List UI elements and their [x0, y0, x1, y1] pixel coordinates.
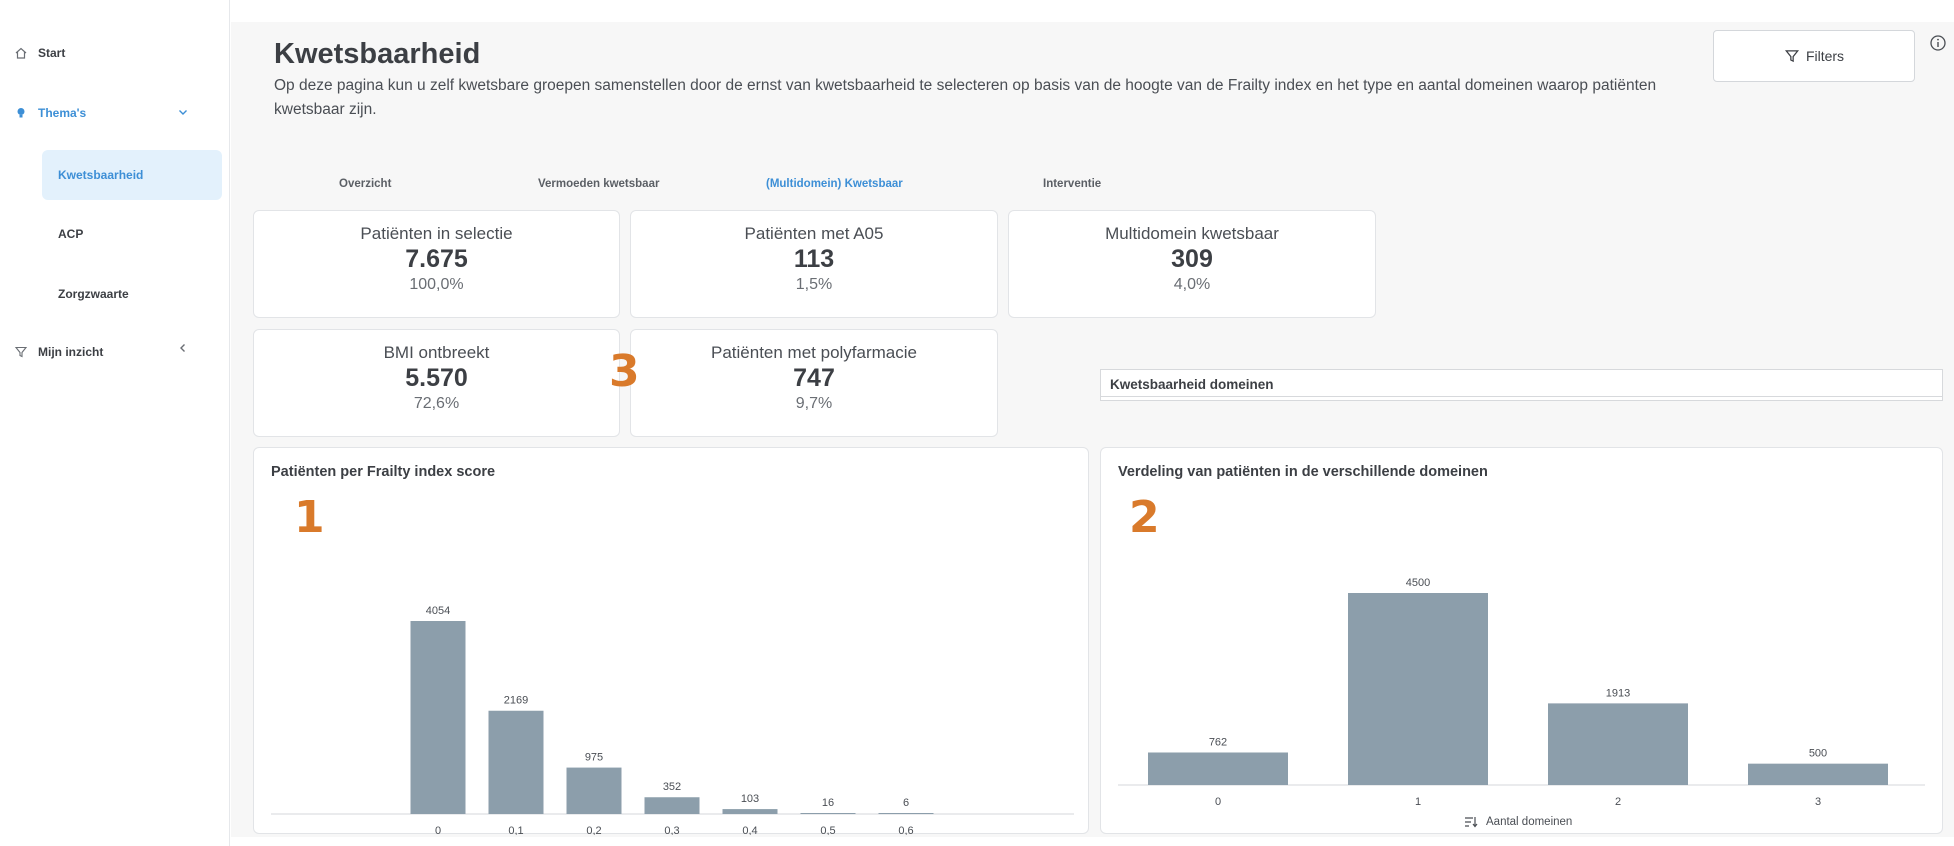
- kpi-value: 5.570: [405, 364, 468, 392]
- kpi-value: 309: [1171, 245, 1213, 273]
- data-label: 16: [822, 797, 834, 809]
- x-tick-label: 0,2: [586, 825, 601, 835]
- divider: [1101, 396, 1942, 397]
- kpi-percentage: 4,0%: [1173, 276, 1211, 293]
- x-tick-label: 3: [1815, 796, 1821, 808]
- bar: [878, 813, 934, 814]
- x-tick-label: 0,5: [820, 825, 835, 835]
- main-content: Kwetsbaarheid Op deze pagina kun u zelf …: [231, 22, 1954, 837]
- info-icon[interactable]: [1929, 34, 1947, 52]
- lightbulb-icon: [17, 108, 25, 118]
- sidebar-item-kwetsbaarheid[interactable]: Kwetsbaarheid: [42, 150, 222, 200]
- x-tick-label: 0,4: [742, 825, 757, 835]
- chevron-down-icon[interactable]: [177, 106, 189, 118]
- filters-button[interactable]: Filters: [1713, 30, 1915, 82]
- sidebar-item-label: Zorgzwaarte: [58, 287, 129, 301]
- sidebar-item-label: Thema's: [38, 106, 87, 120]
- frailty-bar-chart: 4054 0 2169 0,1 975 0,2 352 0,3 103 0,4 16 0,5 6 0,6: [271, 605, 1074, 835]
- bar: [488, 710, 544, 814]
- sidebar-item-start[interactable]: Start: [14, 46, 65, 60]
- x-tick-label: 1: [1415, 796, 1421, 808]
- kpi-percentage: 1,5%: [795, 276, 833, 293]
- x-axis-title: Aantal domeinen: [1464, 816, 1572, 828]
- x-tick-label: 2: [1615, 796, 1621, 808]
- kpi-percentage: 100,0%: [409, 276, 464, 293]
- bar: [644, 797, 700, 814]
- annotation-marker-3: 3: [609, 346, 640, 397]
- filters-label: Filters: [1805, 48, 1845, 64]
- sidebar-item-label: Mijn inzicht: [38, 345, 104, 359]
- data-label: 6: [903, 797, 909, 809]
- x-tick-label: 0,1: [508, 825, 523, 835]
- annotation-marker-2: 2: [1129, 492, 1160, 543]
- tab-multidomein-kwetsbaar[interactable]: (Multidomein) Kwetsbaar: [766, 178, 903, 190]
- kpi-value: 747: [793, 364, 835, 392]
- data-label: 500: [1809, 748, 1827, 760]
- kpi-card-a05: Patiënten met A05 113 1,5%: [630, 210, 998, 318]
- sidebar-item-zorgzwaarte[interactable]: Zorgzwaarte: [42, 269, 222, 319]
- data-label: 352: [663, 781, 681, 793]
- x-tick-label: 0,6: [898, 825, 913, 835]
- kpi-label: Patiënten met polyfarmacie: [711, 343, 917, 362]
- x-axis-label: Aantal domeinen: [1486, 816, 1573, 828]
- frailty-chart-panel: Patiënten per Frailty index score 1 4054…: [253, 447, 1089, 835]
- bar: [1148, 752, 1288, 785]
- sidebar-item-label: Start: [38, 46, 66, 60]
- bar: [722, 809, 778, 814]
- sidebar: Start Thema's Kwetsbaarheid ACP Zorgzwaa…: [0, 0, 230, 846]
- bar: [566, 767, 622, 814]
- data-label: 4500: [1406, 577, 1430, 589]
- filter-icon: [1784, 50, 1799, 63]
- sidebar-item-acp[interactable]: ACP: [42, 209, 222, 259]
- kpi-percentage: 72,6%: [413, 395, 460, 412]
- data-label: 1913: [1606, 687, 1630, 699]
- x-tick-label: 0,3: [664, 825, 679, 835]
- bar: [1348, 593, 1488, 785]
- kpi-label: Multidomein kwetsbaar: [1105, 224, 1279, 243]
- data-label: 103: [741, 793, 759, 805]
- page-description: Op deze pagina kun u zelf kwetsbare groe…: [274, 77, 1657, 118]
- domains-chart-panel: Verdeling van patiënten in de verschille…: [1100, 447, 1943, 834]
- kpi-percentage: 9,7%: [795, 395, 833, 412]
- kpi-value: 7.675: [405, 245, 468, 273]
- domain-filter-box[interactable]: Kwetsbaarheid domeinen: [1100, 369, 1943, 401]
- data-label: 4054: [426, 605, 450, 617]
- data-label: 2169: [504, 695, 528, 707]
- kpi-card-multidomein: Multidomein kwetsbaar 309 4,0%: [1008, 210, 1376, 318]
- domains-bar-chart: 762 0 4500 1 1913 2 500 3: [1118, 577, 1925, 808]
- kpi-label: Patiënten met A05: [744, 224, 884, 243]
- bar: [410, 621, 466, 814]
- sidebar-item-mijn-inzicht[interactable]: Mijn inzicht: [14, 345, 103, 359]
- bar: [1748, 763, 1888, 785]
- tab-overzicht[interactable]: Overzicht: [339, 178, 392, 190]
- chart-title: Verdeling van patiënten in de verschille…: [1118, 464, 1488, 480]
- page-title: Kwetsbaarheid: [274, 38, 481, 70]
- bar: [800, 813, 856, 814]
- data-label: 762: [1209, 736, 1227, 748]
- data-label: 975: [585, 752, 603, 764]
- annotation-marker-1: 1: [294, 492, 325, 543]
- kpi-label: Patiënten in selectie: [360, 224, 513, 243]
- sidebar-item-themas[interactable]: Thema's: [14, 106, 86, 120]
- sidebar-item-label: Kwetsbaarheid: [58, 168, 144, 182]
- home-icon: [15, 47, 27, 59]
- tab-bar: Overzicht Vermoeden kwetsbaar (Multidome…: [231, 178, 1431, 198]
- chart-title: Patiënten per Frailty index score: [271, 464, 496, 480]
- kpi-label: BMI ontbreekt: [383, 343, 490, 362]
- kpi-card-bmi: BMI ontbreekt 5.570 72,6%: [253, 329, 620, 437]
- kpi-card-selectie: Patiënten in selectie 7.675 100,0%: [253, 210, 620, 318]
- kpi-card-polyfarmacie: Patiënten met polyfarmacie 747 9,7%: [630, 329, 998, 437]
- chevron-left-icon[interactable]: [177, 342, 189, 354]
- kpi-value: 113: [793, 245, 835, 273]
- bar: [1548, 703, 1688, 785]
- tab-vermoeden-kwetsbaar[interactable]: Vermoeden kwetsbaar: [538, 178, 660, 190]
- x-tick-label: 0: [1215, 796, 1221, 808]
- x-tick-label: 0: [435, 825, 441, 835]
- filter-icon: [14, 346, 28, 358]
- sort-icon: [1465, 817, 1478, 828]
- sidebar-item-label: ACP: [58, 227, 84, 241]
- domain-filter-title: Kwetsbaarheid domeinen: [1110, 377, 1274, 392]
- tab-interventie[interactable]: Interventie: [1043, 178, 1102, 190]
